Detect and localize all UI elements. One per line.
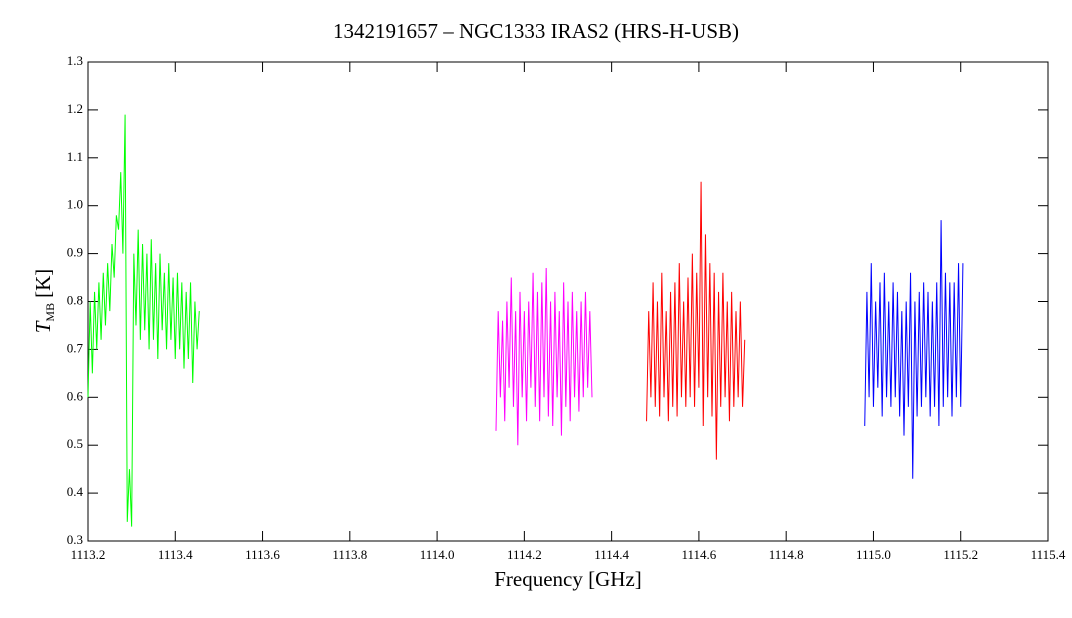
x-tick-label: 1113.8: [332, 547, 367, 562]
x-tick-label: 1114.4: [594, 547, 629, 562]
y-label-unit: [K]: [31, 269, 55, 298]
x-tick-label: 1113.4: [158, 547, 193, 562]
x-tick-label: 1114.2: [507, 547, 542, 562]
x-axis-label: Frequency [GHz]: [494, 567, 642, 591]
y-tick-label: 0.6: [67, 388, 84, 403]
y-label-subscript: MB: [43, 303, 57, 322]
y-axis-label-text: TMB [K]: [31, 269, 57, 334]
chart-title: 1342191657 – NGC1333 IRAS2 (HRS-H-USB): [333, 19, 739, 43]
spectrum-line: [646, 181, 746, 460]
x-tick-label: 1115.0: [856, 547, 891, 562]
spectrum-line: [87, 114, 200, 527]
y-tick-label: 0.3: [67, 532, 83, 547]
x-tick-label: 1115.2: [943, 547, 978, 562]
x-tick-label: 1114.8: [769, 547, 804, 562]
x-tick-label: 1114.6: [682, 547, 717, 562]
y-label-symbol: T: [31, 320, 55, 333]
y-tick-label: 0.5: [67, 436, 83, 451]
y-tick-label: 1.0: [67, 197, 83, 212]
x-tick-label: 1113.6: [245, 547, 280, 562]
y-tick-label: 0.4: [67, 484, 84, 499]
y-tick-label: 0.8: [67, 292, 83, 307]
y-tick-label: 0.9: [67, 245, 83, 260]
x-tick-label: 1114.0: [420, 547, 455, 562]
y-tick-label: 1.1: [67, 149, 83, 164]
x-tick-label: 1115.4: [1031, 547, 1066, 562]
spectrum-line: [864, 220, 964, 479]
y-tick-label: 1.2: [67, 101, 83, 116]
x-tick-label: 1113.2: [71, 547, 106, 562]
y-tick-label: 1.3: [67, 53, 83, 68]
spectrum-line: [495, 267, 593, 446]
y-axis-label: TMB [K]: [31, 269, 57, 334]
y-tick-label: 0.7: [67, 340, 84, 355]
